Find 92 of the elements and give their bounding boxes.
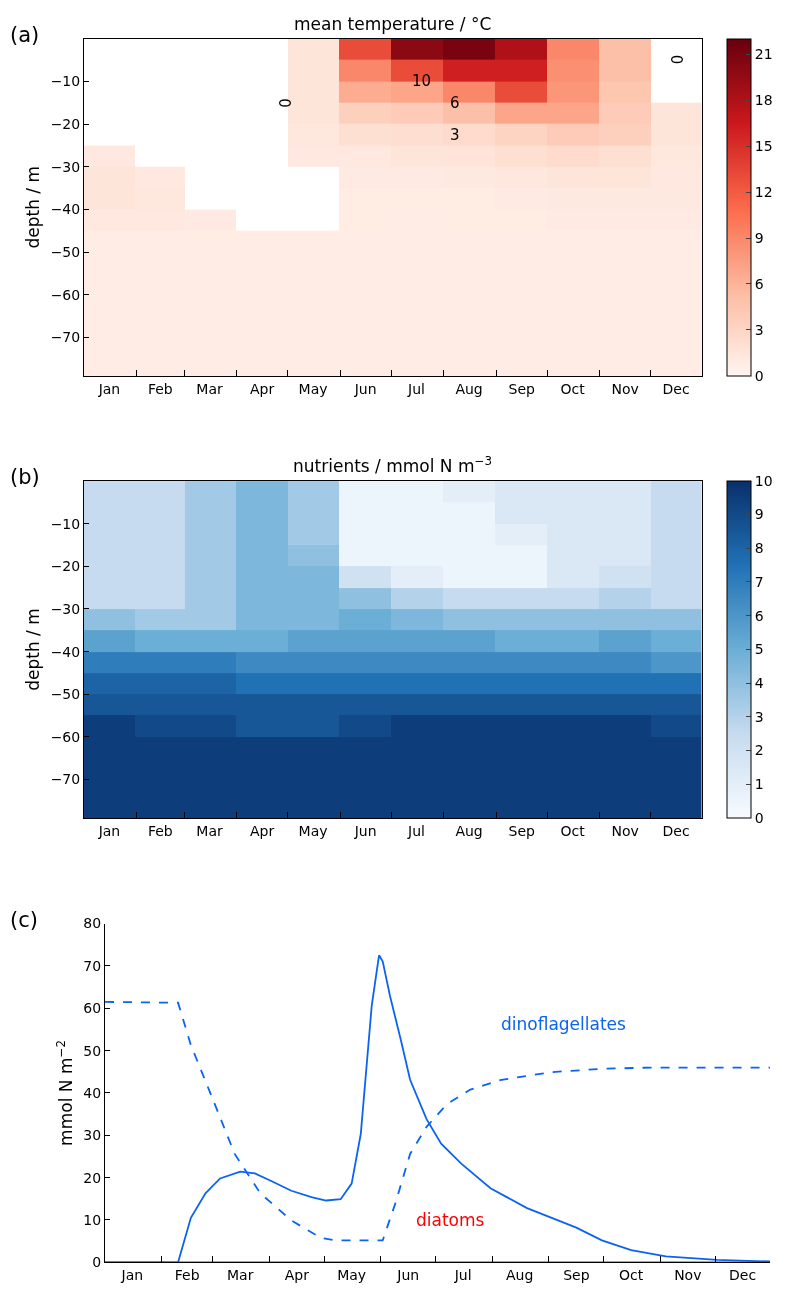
x-tick-label: Dec (662, 380, 690, 397)
x-tick-label: Oct (619, 1267, 644, 1284)
x-tick-label: Sep (508, 822, 535, 839)
y-tick-label: 60 (83, 1000, 102, 1017)
y-tick-label: −20 (50, 115, 81, 132)
annotation: 0 (668, 54, 687, 65)
chart-title: nutrients / mmol N m$^{−3}$ (293, 454, 493, 477)
y-tick-label: 40 (83, 1084, 102, 1101)
color-bar-label: 9 (754, 506, 764, 523)
x-tick-label: Mar (226, 1267, 254, 1284)
x-tick-label: Jul (407, 822, 425, 839)
y-tick-label: −10 (50, 73, 81, 90)
color-bar-label: 9 (754, 229, 764, 246)
color-bar-label: 6 (754, 275, 764, 292)
y-tick-label: 10 (83, 1211, 102, 1228)
x-tick-label: Sep (508, 380, 535, 397)
x-tick-label: Jul (453, 1267, 472, 1284)
x-tick-label: May (298, 822, 328, 839)
x-tick-label: Nov (611, 822, 639, 839)
y-tick-label: −40 (50, 643, 81, 660)
x-tick-label: Jan (120, 1267, 144, 1284)
x-tick-label: Jun (396, 1267, 420, 1284)
color-bar-label: 21 (754, 46, 773, 63)
y-tick-label: −60 (50, 286, 81, 303)
y-tick-label: −10 (50, 515, 81, 532)
annotation: 6 (450, 94, 460, 112)
color-bar-label: 3 (754, 708, 764, 725)
text: (c) (10, 908, 38, 932)
x-tick-label: Jul (407, 380, 425, 397)
x-tick-label: Apr (284, 1267, 310, 1284)
chart-title: mean temperature / °C (294, 14, 492, 34)
y-tick-label: 70 (83, 957, 102, 974)
y-tick-label: −50 (50, 243, 81, 260)
color-bar-label: 0 (754, 367, 764, 384)
y-tick-label: −30 (50, 600, 81, 617)
color-bar-label: 8 (754, 540, 764, 557)
x-tick-label: Feb (147, 822, 173, 839)
x-tick-label: Jan (97, 822, 121, 839)
color-bar-label: 15 (754, 138, 773, 155)
y-tick-label: 50 (83, 1042, 102, 1059)
color-bar-label: 12 (754, 183, 773, 200)
y-tick-label: −50 (50, 686, 81, 703)
y-tick-label: 80 (83, 915, 102, 932)
x-tick-label: Mar (196, 822, 223, 839)
y-axis-title: depth / m (23, 165, 44, 249)
annotation: 0 (277, 98, 296, 108)
x-tick-label: Oct (560, 380, 586, 397)
text: dinoflagellates (501, 1014, 627, 1034)
y-tick-label: −70 (50, 329, 81, 346)
x-tick-label: Aug (455, 380, 483, 397)
color-bar-label: 1 (754, 776, 764, 793)
x-tick-label: Apr (250, 822, 275, 839)
x-tick-label: Nov (611, 380, 639, 397)
x-tick-label: Aug (506, 1267, 534, 1284)
color-bar-label: 0 (754, 809, 764, 826)
annotation: 3 (450, 126, 460, 144)
color-bar-label: 10 (754, 472, 773, 489)
x-tick-label: Apr (250, 380, 275, 397)
y-tick-label: −70 (50, 771, 81, 788)
y-tick-label: −20 (50, 558, 81, 575)
color-bar-label: 7 (754, 573, 764, 590)
color-bar-label: 5 (754, 641, 764, 658)
color-bar-label: 18 (754, 92, 773, 109)
y-tick-label: 30 (83, 1127, 102, 1144)
x-tick-label: May (298, 380, 328, 397)
x-tick-label: Jan (97, 380, 121, 397)
y-tick-label: −30 (50, 158, 81, 175)
x-tick-label: Feb (147, 380, 173, 397)
x-tick-label: Mar (196, 380, 223, 397)
x-tick-label: May (337, 1267, 367, 1284)
y-axis-title: depth / m (23, 608, 44, 691)
color-bar-label: 2 (754, 742, 764, 759)
x-tick-label: Dec (729, 1267, 757, 1284)
x-tick-label: Dec (662, 822, 690, 839)
y-tick-label: 0 (92, 1254, 102, 1271)
x-tick-label: Jun (353, 822, 377, 839)
x-tick-label: Aug (455, 822, 483, 839)
series-label: diatoms (416, 1210, 485, 1230)
x-tick-label: Sep (563, 1267, 590, 1284)
color-bar-label: 3 (754, 321, 764, 338)
annotation: 10 (412, 72, 432, 90)
y-tick-label: −60 (50, 728, 81, 745)
y-tick-label: 20 (83, 1169, 102, 1186)
x-tick-label: Jun (353, 380, 377, 397)
x-tick-label: Feb (174, 1267, 200, 1284)
x-tick-label: Oct (560, 822, 586, 839)
text: (a) (10, 23, 40, 47)
text: (b) (10, 465, 40, 489)
color-bar-label: 4 (754, 674, 764, 691)
x-tick-label: Nov (674, 1267, 702, 1284)
color-bar-label: 6 (754, 607, 764, 624)
y-tick-label: −40 (50, 201, 81, 218)
